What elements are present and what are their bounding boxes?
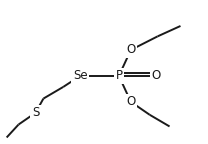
Text: O: O — [151, 69, 160, 82]
Text: O: O — [126, 43, 135, 56]
Text: Se: Se — [73, 69, 88, 82]
Text: P: P — [115, 69, 122, 82]
Text: S: S — [32, 106, 39, 119]
Text: O: O — [126, 95, 135, 108]
